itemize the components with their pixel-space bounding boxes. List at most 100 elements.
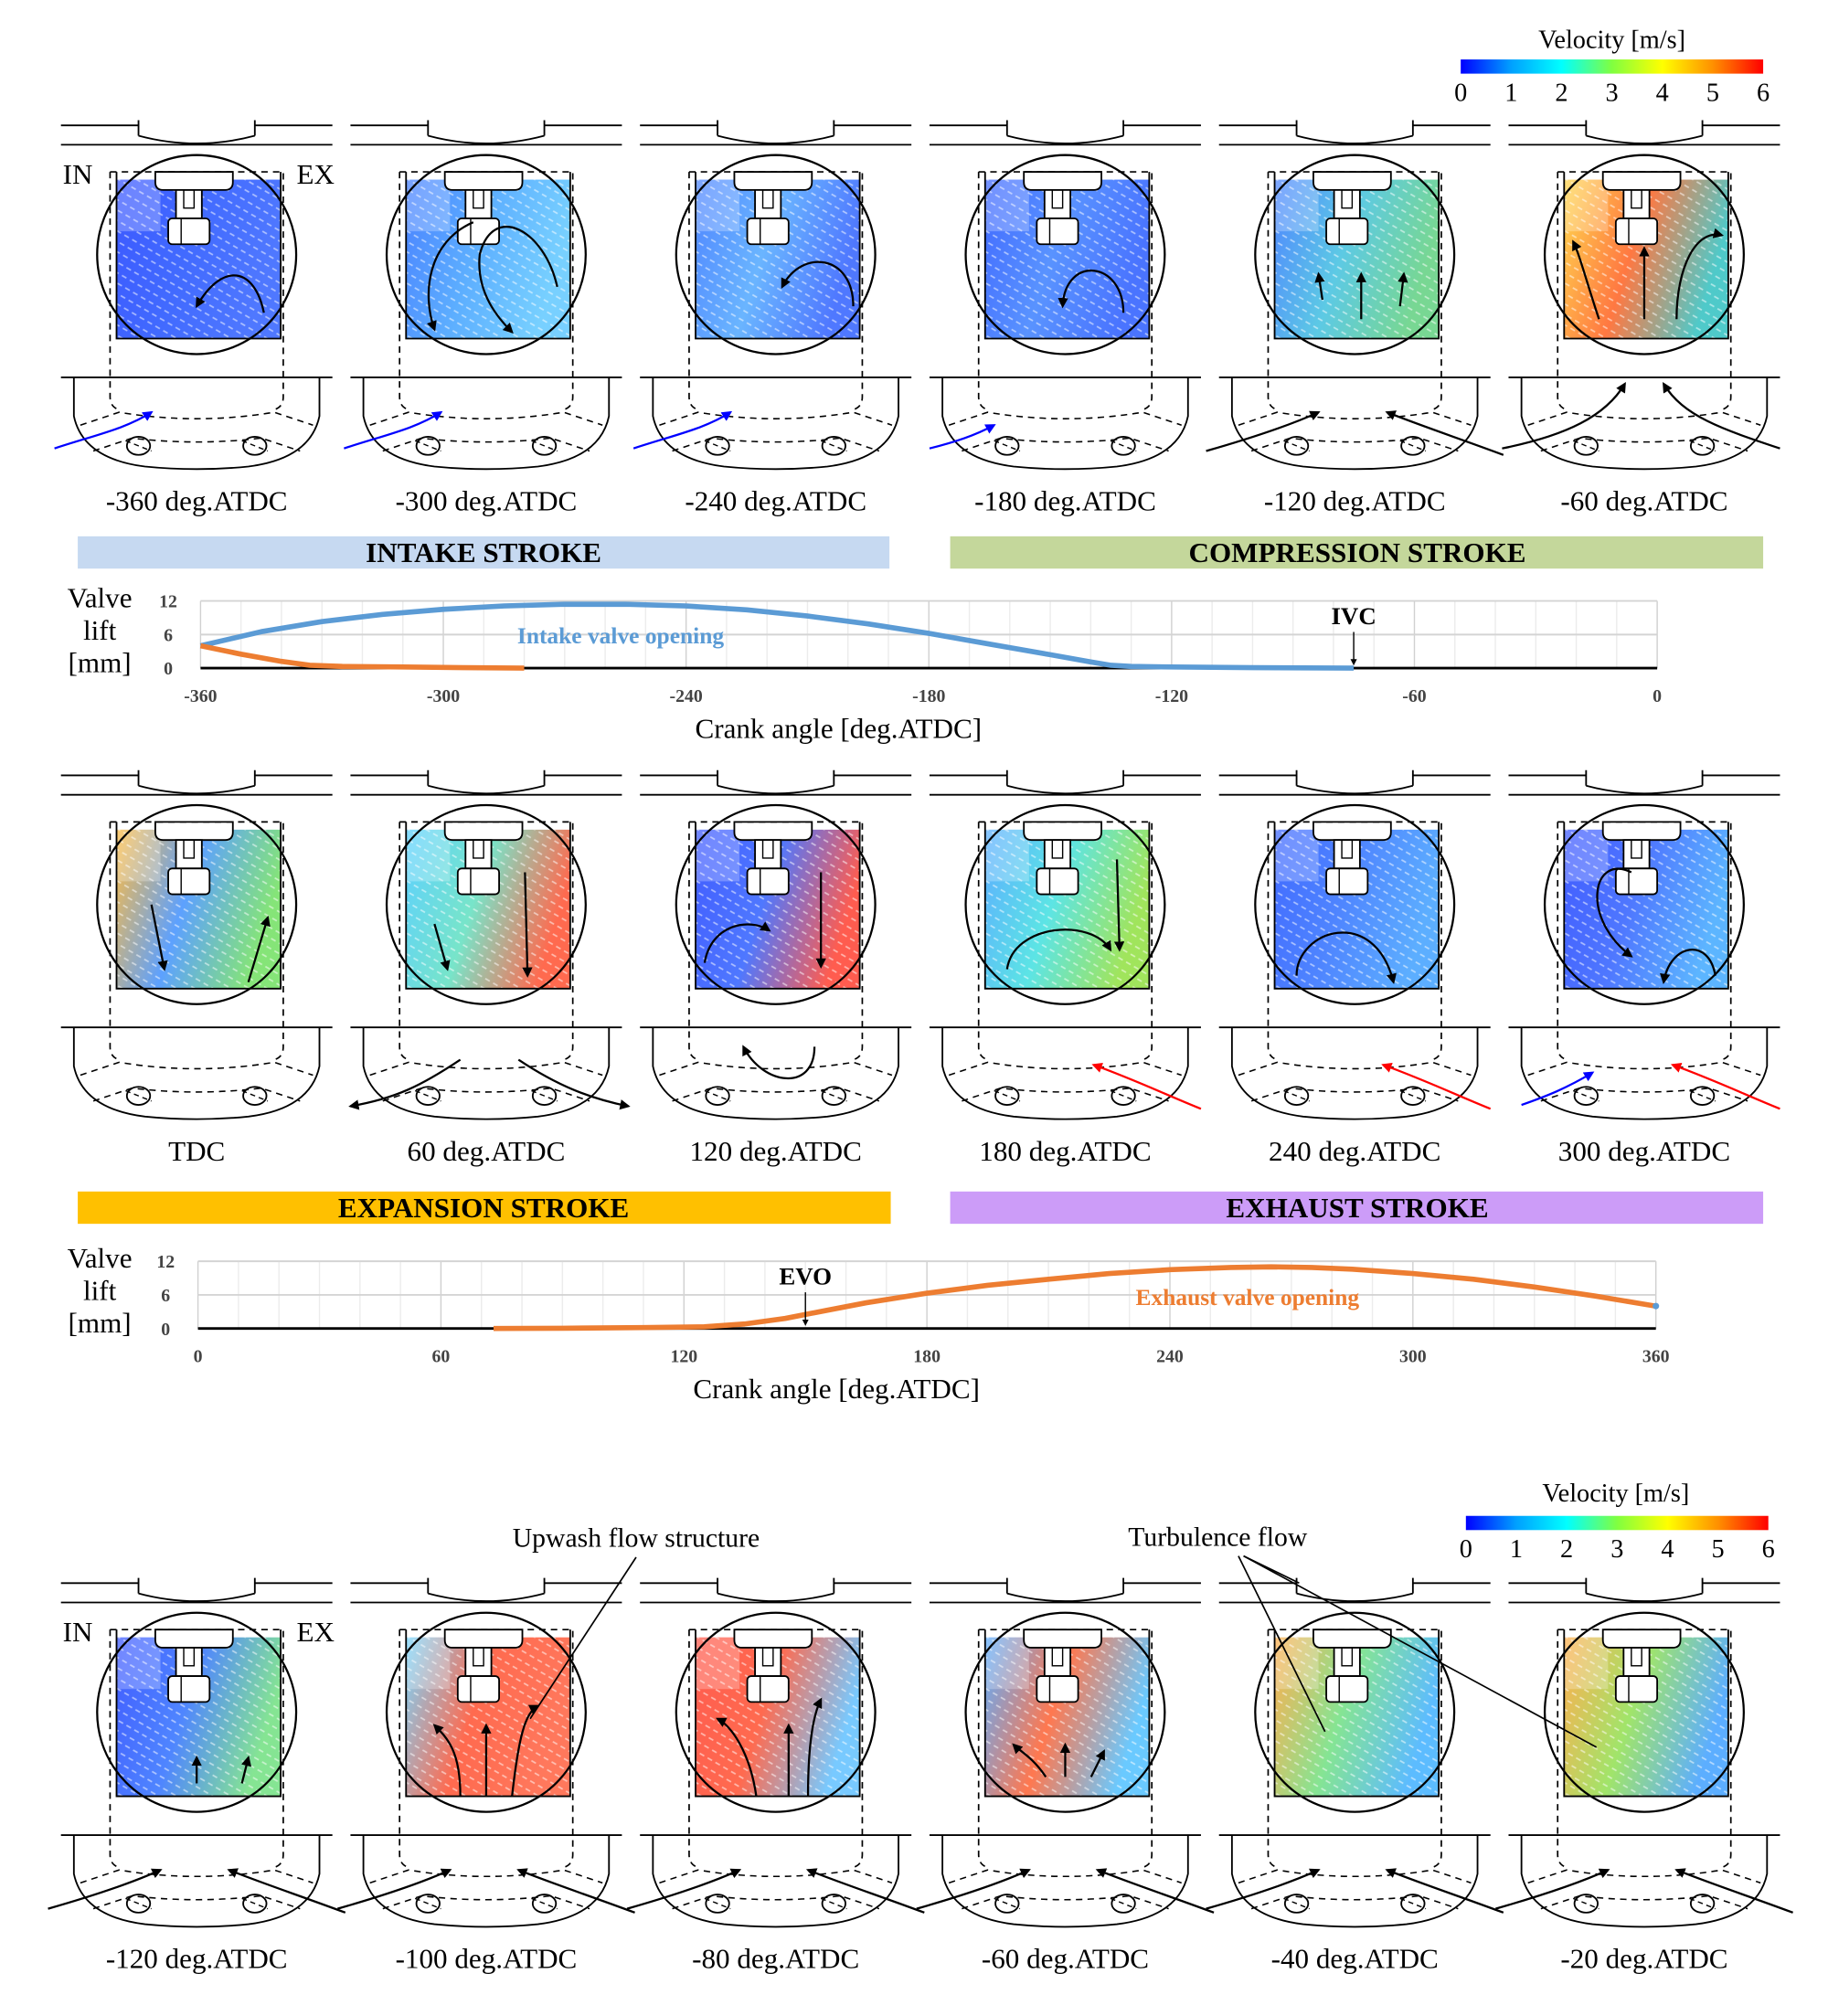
x-axis-label: Crank angle [deg.ATDC] (693, 1373, 980, 1405)
series-label: Exhaust valve opening (1136, 1284, 1360, 1310)
port-flow-arrow (517, 1058, 631, 1110)
cylinder-liner-dashed (109, 821, 284, 1061)
cylinder-liner-dashed (688, 171, 864, 411)
spark-plug-icon (1023, 821, 1102, 842)
y-axis-label: [mm] (69, 1307, 132, 1339)
cylinder-liner-dashed (109, 171, 284, 411)
flow-direction-arrow (1314, 271, 1325, 301)
optical-window-outline (695, 1629, 861, 1798)
crank-angle-label: -360 deg.ATDC (106, 485, 288, 517)
port-flow-arrow (1206, 1868, 1321, 1910)
crank-angle-label: 180 deg.ATDC (979, 1135, 1151, 1167)
optical-window-outline (405, 172, 571, 340)
exhaust-valve-icon (1689, 1086, 1716, 1106)
colorbar-tick-label: 5 (1712, 1535, 1725, 1564)
intake-valve-icon (415, 1086, 441, 1106)
flow-direction-arrow (1057, 270, 1125, 313)
flow-panel: -20 deg.ATDC (1495, 1577, 1793, 1975)
cylinder-top-outline (60, 769, 333, 796)
spark-plug-icon (733, 1629, 813, 1649)
crank-angle-label: -120 deg.ATDC (1264, 485, 1446, 517)
x-tick-label: -60 (1402, 686, 1426, 706)
y-axis-label: [mm] (69, 646, 132, 678)
optical-window-outline (115, 172, 282, 340)
x-tick-label: -300 (427, 686, 460, 706)
flow-panel: -240 deg.ATDC (632, 120, 912, 517)
viewport-circle (1254, 803, 1456, 1005)
cylinder-top-outline (1508, 769, 1780, 796)
viewport-circle (964, 1611, 1166, 1813)
colorbar-tick-label: 6 (1757, 79, 1770, 107)
exhaust-valve-icon (1111, 1894, 1136, 1914)
flow-direction-arrow (511, 1704, 540, 1797)
optical-window-outline (115, 822, 282, 990)
optical-window-outline (983, 1629, 1151, 1798)
x-tick-label: 60 (432, 1346, 451, 1366)
annotation-upwash: Upwash flow structure (513, 1524, 760, 1720)
flow-direction-arrow (716, 1717, 758, 1797)
flow-direction-arrow (1398, 271, 1408, 307)
cylinder-top-outline (1218, 1577, 1491, 1604)
cylinder-liner-dashed (977, 1629, 1153, 1869)
viewport-circle (385, 1611, 587, 1813)
intake-valve-icon (125, 1086, 152, 1106)
x-tick-label: -360 (184, 686, 217, 706)
y-tick-label: 0 (164, 659, 173, 679)
cylinder-liner-dashed (399, 1629, 574, 1869)
spark-plug-icon (1023, 1629, 1102, 1649)
x-axis-label: Crank angle [deg.ATDC] (695, 712, 982, 744)
cylinder-liner-dashed (1557, 821, 1732, 1061)
svg-text:COMPRESSION STROKE: COMPRESSION STROKE (1189, 536, 1526, 568)
crank-angle-label: -180 deg.ATDC (974, 485, 1156, 517)
x-tick-label: 180 (913, 1346, 941, 1366)
intake-valve-icon (1573, 436, 1599, 456)
intake-flow-arrow (344, 410, 443, 450)
port-flow-arrow (516, 1868, 635, 1914)
colorbar-tick-label: 4 (1661, 1535, 1674, 1564)
exhaust-valve-icon (531, 436, 558, 456)
port-flow-arrow (336, 1868, 452, 1910)
flow-direction-arrow (427, 221, 474, 332)
combustion-chamber-outline (350, 376, 622, 471)
optical-window-outline (115, 1629, 282, 1798)
crank-angle-label: -60 deg.ATDC (1560, 485, 1727, 517)
cylinder-liner-dashed (977, 171, 1153, 411)
flow-panel: IN EX -120 deg.ATDC (48, 1577, 346, 1975)
colorbar-title: Velocity [m/s] (1538, 26, 1685, 54)
viewport-circle (96, 1611, 298, 1813)
colorbar-tick-label: 1 (1510, 1535, 1523, 1564)
exhaust-side-label: EX (297, 1616, 335, 1648)
series-line (493, 1264, 1657, 1332)
y-axis-label: Valve (68, 1242, 133, 1274)
flow-panel: 300 deg.ATDC (1508, 769, 1780, 1167)
flow-direction-arrow (150, 904, 168, 971)
combustion-chamber-outline (929, 1026, 1201, 1120)
cylinder-top-outline (350, 769, 622, 796)
cylinder-top-outline (350, 1577, 622, 1604)
exhaust-valve-icon (1400, 436, 1426, 456)
x-tick-label: 240 (1156, 1346, 1184, 1366)
flow-direction-arrow (478, 226, 558, 334)
intake-valve-icon (705, 1894, 730, 1914)
flow-panel: 180 deg.ATDC (929, 769, 1202, 1167)
colorbar-tick-label: 5 (1706, 79, 1719, 107)
colorbar-gradient (1465, 1515, 1769, 1531)
exhaust-valve-icon (1111, 436, 1136, 456)
optical-window-outline (695, 822, 861, 990)
viewport-circle (96, 803, 298, 1005)
intake-flow-arrow (929, 424, 996, 450)
combustion-chamber-outline (350, 1026, 622, 1120)
exhaust-flow-arrow (1091, 1062, 1202, 1110)
series-point (1653, 1302, 1660, 1310)
cylinder-top-outline (1218, 769, 1491, 796)
intake-valve-icon (705, 1086, 730, 1106)
port-flow-arrow (1385, 410, 1504, 456)
cylinder-top-outline (60, 1577, 333, 1604)
svg-text:EXHAUST STROKE: EXHAUST STROKE (1226, 1192, 1488, 1224)
spark-plug-icon (733, 821, 813, 842)
colorbar-tick-label: 0 (1454, 79, 1467, 107)
exhaust-flow-arrow (1381, 1062, 1492, 1110)
y-tick-label: 6 (161, 1286, 170, 1306)
combustion-chamber-outline (1508, 1026, 1780, 1120)
